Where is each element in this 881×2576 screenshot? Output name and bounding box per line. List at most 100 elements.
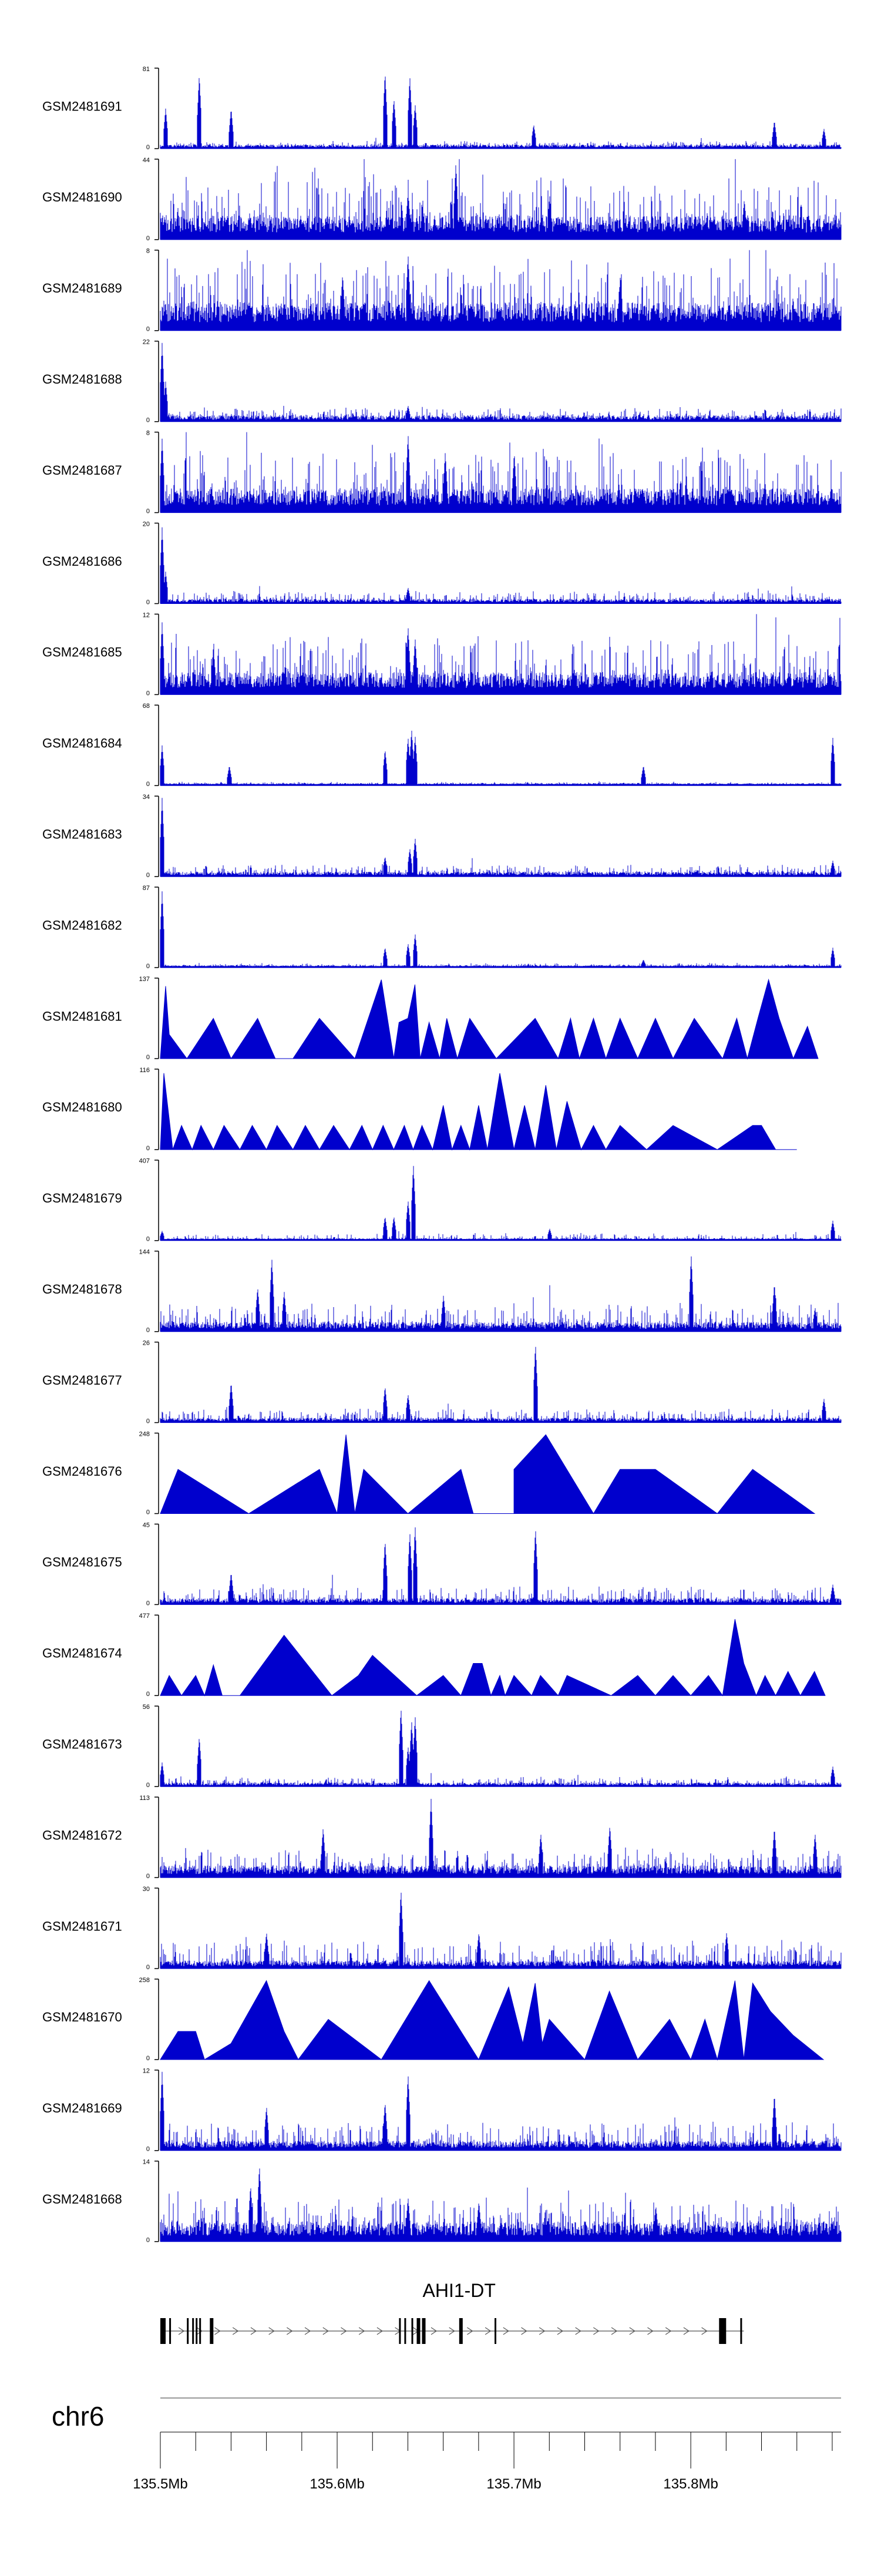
strand-arrow [485,2327,492,2335]
strand-arrow [376,2327,383,2335]
strand-arrow [358,2327,365,2335]
chromosome-label: chr6 [52,2401,104,2431]
coverage-bars [160,1711,842,1787]
track-label-GSM2481673: GSM2481673 [42,1737,122,1752]
y-max-label: 116 [139,1067,150,1074]
strand-arrow [611,2327,618,2335]
strand-arrow [304,2327,311,2335]
y-max-label: 12 [143,2068,150,2075]
y-max-label: 81 [143,66,150,73]
coverage-bars [160,2071,842,2151]
coverage-bars [160,527,842,604]
coverage-bars [160,1166,842,1241]
y-min-label: 0 [146,2237,150,2244]
strand-arrow [557,2327,564,2335]
strand-arrow [575,2327,581,2335]
track-label-GSM2481681: GSM2481681 [42,1009,122,1023]
coverage-bars [160,1892,842,1969]
strand-arrow [196,2327,203,2335]
coverage-bars [160,730,842,786]
exon [404,2318,406,2344]
x-tick-label: 135.7Mb [486,2476,541,2492]
track-label-GSM2481679: GSM2481679 [42,1191,122,1205]
track-label-GSM2481680: GSM2481680 [42,1100,122,1114]
y-max-label: 68 [143,703,150,710]
coverage-bars [160,614,842,695]
track-label-GSM2481672: GSM2481672 [42,1828,122,1842]
exon [187,2318,189,2344]
coverage-area [160,1073,797,1151]
y-max-label: 56 [143,1704,150,1711]
y-min-label: 0 [146,508,150,515]
strand-arrow [521,2327,527,2335]
gene-name: AHI1-DT [422,2280,495,2301]
y-max-label: 44 [143,157,150,164]
y-max-label: 45 [143,1522,150,1529]
y-min-label: 0 [146,1145,150,1152]
exon [411,2318,413,2344]
track-label-GSM2481685: GSM2481685 [42,645,122,660]
y-max-label: 477 [139,1613,150,1620]
track-label-GSM2481676: GSM2481676 [42,1464,122,1479]
coverage-bars [160,891,842,968]
track-label-GSM2481675: GSM2481675 [42,1555,122,1570]
exon [192,2318,194,2344]
exon [416,2318,421,2344]
y-max-label: 14 [143,2159,150,2166]
y-min-label: 0 [146,235,150,242]
coverage-bars [160,1799,842,1878]
track-label-GSM2481668: GSM2481668 [42,2192,122,2206]
track-label-GSM2481683: GSM2481683 [42,827,122,842]
y-max-label: 8 [146,248,150,255]
track-label-GSM2481671: GSM2481671 [42,1919,122,1933]
y-min-label: 0 [146,1418,150,1425]
exon [399,2318,401,2344]
y-min-label: 0 [146,781,150,788]
track-label-GSM2481687: GSM2481687 [42,463,122,478]
strand-arrow [449,2327,455,2335]
x-tick-label: 135.5Mb [133,2476,187,2492]
exon [210,2318,214,2344]
y-max-label: 248 [139,1430,150,1438]
track-label-GSM2481678: GSM2481678 [42,1282,122,1297]
y-max-label: 144 [139,1249,150,1256]
y-min-label: 0 [146,326,150,333]
y-max-label: 407 [139,1158,150,1165]
y-min-label: 0 [146,1236,150,1243]
track-label-GSM2481691: GSM2481691 [42,99,122,113]
y-min-label: 0 [146,1509,150,1516]
y-min-label: 0 [146,963,150,970]
y-max-label: 26 [143,1340,150,1347]
strand-arrow [178,2327,185,2335]
y-min-label: 0 [146,144,150,151]
y-max-label: 258 [139,1977,150,1984]
strand-arrow [665,2327,672,2335]
strand-arrow [341,2327,347,2335]
track-label-GSM2481684: GSM2481684 [42,736,122,751]
exon [160,2318,166,2344]
y-min-label: 0 [146,1873,150,1880]
y-min-label: 0 [146,1054,150,1061]
track-label-GSM2481677: GSM2481677 [42,1373,122,1388]
track-label-GSM2481669: GSM2481669 [42,2101,122,2115]
exon [495,2318,496,2344]
strand-arrow [214,2327,221,2335]
exon [719,2318,727,2344]
coverage-bars [160,1346,842,1423]
exon [196,2318,198,2344]
y-min-label: 0 [146,872,150,879]
coverage-bars [160,2168,842,2242]
strand-arrow [593,2327,600,2335]
exon [459,2318,463,2344]
coverage-area [160,1619,826,1697]
coverage-area [160,1434,816,1514]
strand-arrow [701,2327,708,2335]
y-min-label: 0 [146,690,150,697]
y-min-label: 0 [146,2055,150,2062]
strand-arrow [232,2327,239,2335]
coverage-bars [160,342,842,422]
exon [422,2318,426,2344]
y-max-label: 137 [139,976,150,983]
